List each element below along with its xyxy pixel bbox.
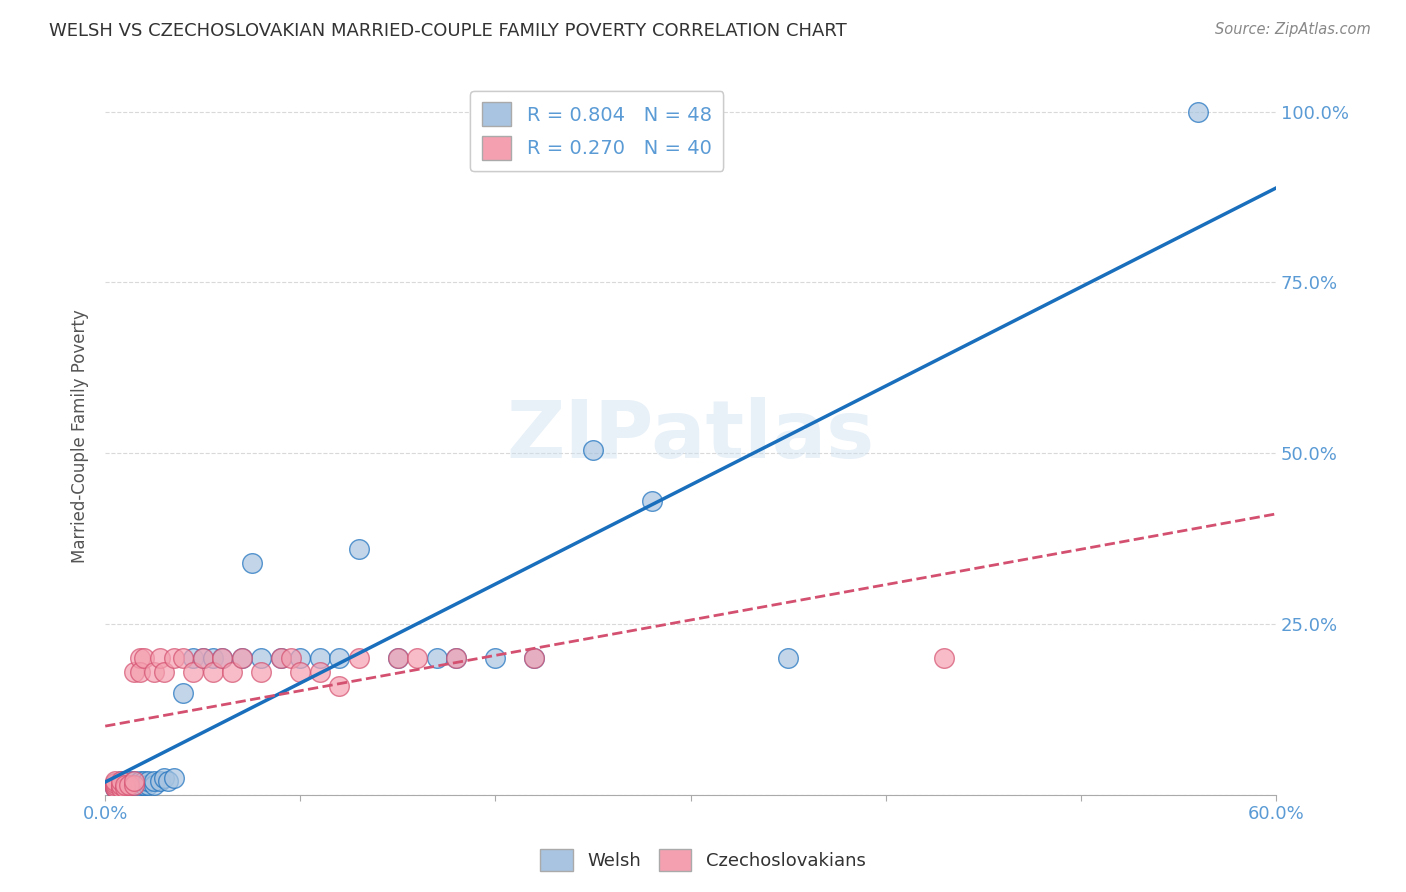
Point <box>778 651 800 665</box>
Point <box>134 651 156 665</box>
Point <box>328 651 350 665</box>
Point <box>250 665 273 679</box>
Point <box>181 665 204 679</box>
Point <box>484 651 506 665</box>
Point <box>134 778 156 792</box>
Point <box>129 778 152 792</box>
Point <box>104 776 127 790</box>
Point <box>129 774 152 789</box>
Point <box>104 776 127 790</box>
Point <box>280 651 302 665</box>
Point <box>104 781 127 796</box>
Point <box>156 774 179 789</box>
Point <box>582 442 605 457</box>
Point <box>124 665 146 679</box>
Point <box>149 651 172 665</box>
Point <box>110 774 132 789</box>
Point <box>124 778 146 792</box>
Point <box>104 778 127 792</box>
Point <box>231 651 253 665</box>
Point <box>110 774 132 789</box>
Point <box>270 651 292 665</box>
Point <box>110 781 132 796</box>
Point <box>523 651 546 665</box>
Point <box>446 651 468 665</box>
Point <box>347 651 370 665</box>
Point <box>104 780 127 794</box>
Point <box>191 651 214 665</box>
Point <box>152 665 174 679</box>
Point <box>308 651 330 665</box>
Point <box>191 651 214 665</box>
Point <box>117 774 139 789</box>
Point <box>124 778 146 792</box>
Point <box>136 778 159 792</box>
Point <box>134 774 156 789</box>
Text: ZIPatlas: ZIPatlas <box>506 397 875 475</box>
Point <box>152 771 174 785</box>
Point <box>221 665 243 679</box>
Point <box>308 665 330 679</box>
Point <box>129 651 152 665</box>
Point <box>211 651 233 665</box>
Point <box>114 781 136 796</box>
Point <box>143 774 166 789</box>
Legend: R = 0.804   N = 48, R = 0.270   N = 40: R = 0.804 N = 48, R = 0.270 N = 40 <box>471 91 724 171</box>
Point <box>124 774 146 789</box>
Point <box>446 651 468 665</box>
Y-axis label: Married-Couple Family Poverty: Married-Couple Family Poverty <box>72 310 89 563</box>
Point <box>124 774 146 789</box>
Point <box>250 651 273 665</box>
Point <box>143 665 166 679</box>
Point <box>162 651 184 665</box>
Point <box>117 778 139 792</box>
Point <box>406 651 429 665</box>
Point <box>129 665 152 679</box>
Point <box>201 651 224 665</box>
Point <box>104 780 127 794</box>
Point <box>117 778 139 792</box>
Point <box>201 665 224 679</box>
Legend: Welsh, Czechoslovakians: Welsh, Czechoslovakians <box>533 842 873 879</box>
Point <box>104 774 127 789</box>
Point <box>114 778 136 792</box>
Point <box>270 651 292 665</box>
Point <box>387 651 409 665</box>
Point <box>110 778 132 792</box>
Point <box>328 679 350 693</box>
Point <box>136 774 159 789</box>
Point <box>640 494 662 508</box>
Point <box>172 685 194 699</box>
Point <box>162 771 184 785</box>
Point <box>290 665 312 679</box>
Point <box>114 778 136 792</box>
Point <box>231 651 253 665</box>
Point <box>347 541 370 556</box>
Point <box>290 651 312 665</box>
Point <box>114 781 136 796</box>
Point <box>172 651 194 665</box>
Point <box>934 651 956 665</box>
Point <box>181 651 204 665</box>
Text: WELSH VS CZECHOSLOVAKIAN MARRIED-COUPLE FAMILY POVERTY CORRELATION CHART: WELSH VS CZECHOSLOVAKIAN MARRIED-COUPLE … <box>49 22 846 40</box>
Point <box>523 651 546 665</box>
Point <box>104 778 127 792</box>
Point <box>104 781 127 796</box>
Point <box>114 774 136 789</box>
Point <box>426 651 449 665</box>
Point <box>211 651 233 665</box>
Point <box>149 774 172 789</box>
Point <box>240 556 263 570</box>
Text: Source: ZipAtlas.com: Source: ZipAtlas.com <box>1215 22 1371 37</box>
Point <box>143 778 166 792</box>
Point <box>1187 104 1209 119</box>
Point <box>110 781 132 796</box>
Point <box>110 778 132 792</box>
Point <box>387 651 409 665</box>
